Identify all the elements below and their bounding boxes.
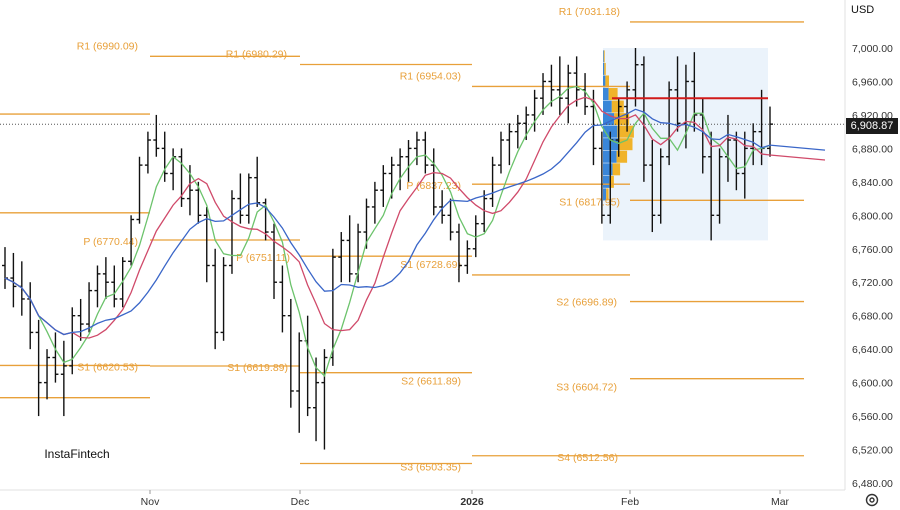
pivot-level-label: R1 (7031.18) <box>559 6 620 18</box>
pivot-level-label: R1 (6980.29) <box>226 48 287 60</box>
y-tick-label: 6,560.00 <box>852 411 893 423</box>
volume-profile-bar <box>612 163 621 176</box>
brand-logo: InstaFintech <box>38 440 116 468</box>
y-tick-label: 6,600.00 <box>852 378 893 390</box>
volume-profile-bar <box>603 75 606 88</box>
y-tick-label: 6,680.00 <box>852 311 893 323</box>
pivot-level-label: S1 (6728.69) <box>400 259 461 271</box>
volume-profile-bar <box>606 188 609 201</box>
pivot-level-label: S2 (6611.89) <box>401 376 461 388</box>
x-tick-label: Mar <box>771 496 790 508</box>
currency-label[interactable]: USD <box>851 4 875 16</box>
volume-profile-bar <box>604 62 606 75</box>
volume-profile-bar <box>611 100 624 113</box>
pivot-level-label: S1 (6619.89) <box>227 362 288 374</box>
gear-icon[interactable] <box>864 492 880 508</box>
pivot-level-label: S3 (6604.72) <box>556 382 617 394</box>
volume-profile-bar <box>608 88 618 101</box>
y-tick-label: 6,640.00 <box>852 344 893 356</box>
x-tick-label: Nov <box>141 496 160 508</box>
volume-profile-bar <box>619 138 633 151</box>
volume-profile-bar <box>603 163 613 176</box>
y-tick-label: 6,480.00 <box>852 478 893 490</box>
x-tick-label: Dec <box>291 496 310 508</box>
y-tick-label: 6,800.00 <box>852 210 893 222</box>
volume-profile-bar <box>603 50 604 63</box>
y-tick-label: 6,880.00 <box>852 143 893 155</box>
y-tick-label: 6,960.00 <box>852 76 893 88</box>
volume-profile-bar <box>603 188 607 201</box>
volume-profile-bar <box>609 175 614 188</box>
volume-profile-bar <box>603 50 605 63</box>
ma-fast-line <box>4 85 771 378</box>
current-price-badge: 6,908.87 <box>846 118 898 134</box>
y-tick-label: 6,720.00 <box>852 277 893 289</box>
pivot-level-label: R1 (6990.09) <box>77 40 138 52</box>
volume-profile-bar <box>603 175 610 188</box>
pivot-level-label: S1 (6817.95) <box>559 196 620 208</box>
ma-slow-line <box>4 108 826 336</box>
volume-profile-bar <box>603 62 605 75</box>
volume-profile-bar <box>603 113 615 126</box>
volume-profile-bar <box>603 88 609 101</box>
volume-profile-bar <box>603 100 612 113</box>
pivot-level-label: S1 (6620.53) <box>77 361 138 373</box>
pivot-level-label: P (6751.11) <box>236 252 290 264</box>
pivot-level-label: S4 (6512.56) <box>557 452 618 464</box>
pivot-level-label: P (6770.44) <box>83 236 138 248</box>
ma-mid-line <box>4 96 826 339</box>
volume-profile-bar <box>617 125 634 138</box>
pivot-level-label: S2 (6696.89) <box>556 297 617 309</box>
pivot-level-label: S3 (6503.35) <box>400 461 461 473</box>
y-tick-label: 7,000.00 <box>852 43 893 55</box>
volume-profile-bar <box>616 150 628 163</box>
y-tick-label: 6,520.00 <box>852 445 893 457</box>
x-tick-label: Feb <box>621 496 639 508</box>
volume-profile-bar <box>605 75 609 88</box>
pivot-level-label: R1 (6954.03) <box>400 70 461 82</box>
x-tick-label: 2026 <box>460 496 484 508</box>
y-tick-label: 6,760.00 <box>852 244 893 256</box>
y-tick-label: 6,840.00 <box>852 177 893 189</box>
